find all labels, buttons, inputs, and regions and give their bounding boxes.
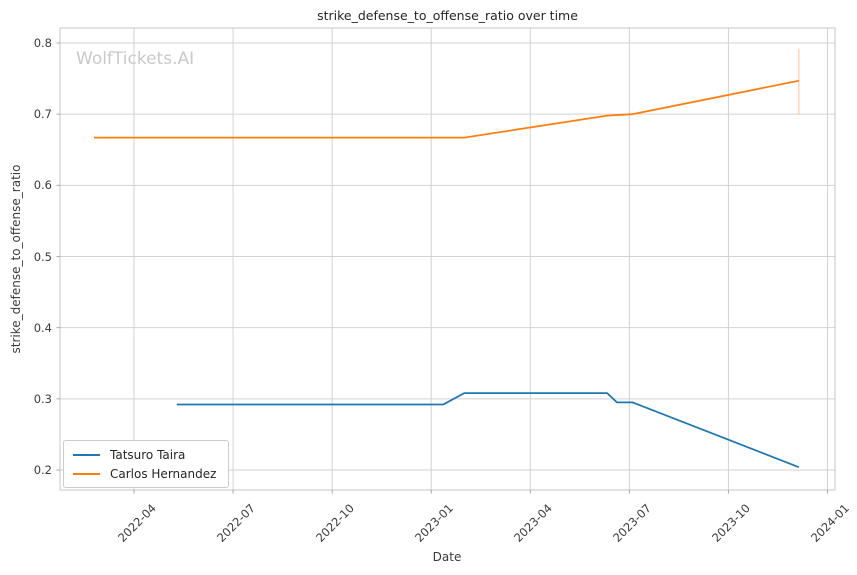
plot-border: [59, 27, 836, 491]
legend-item: Tatsuro Taira: [73, 445, 216, 464]
legend-label: Tatsuro Taira: [110, 447, 186, 462]
legend-item: Carlos Hernandez: [73, 464, 216, 483]
series-line-tatsuro-taira: [176, 392, 800, 468]
legend-line-sample: [73, 453, 100, 456]
watermark: WolfTickets.AI: [76, 49, 195, 69]
y-tick-label: 0.8: [33, 36, 52, 50]
legend-label: Carlos Hernandez: [110, 466, 217, 481]
y-tick-label: 0.3: [33, 391, 52, 406]
y-tick-label: 0.2: [33, 463, 52, 477]
y-tick-label: 0.5: [33, 249, 52, 264]
legend-line-sample: [73, 472, 100, 475]
chart-title: strike_defense_to_offense_ratio over tim…: [317, 8, 578, 23]
y-tick-label: 0.7: [33, 107, 52, 122]
series-line-carlos-hernandez: [93, 79, 799, 139]
legend: Tatsuro Taira Carlos Hernandez: [63, 440, 230, 488]
y-tick-label: 0.6: [33, 178, 52, 193]
y-axis-label: strike_defense_to_offense_ratio: [9, 164, 23, 354]
y-tick-label: 0.4: [33, 320, 52, 335]
x-axis-label: Date: [432, 550, 462, 564]
